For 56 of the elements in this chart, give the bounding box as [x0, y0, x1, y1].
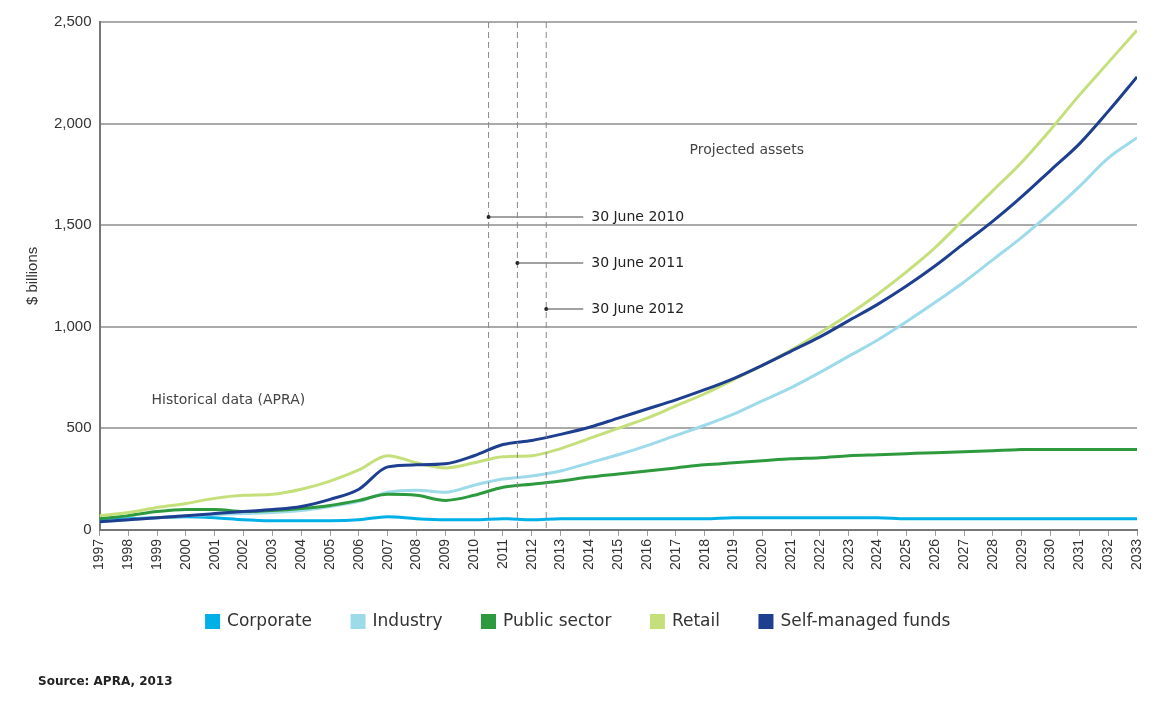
x-tick-label: 2011	[493, 538, 510, 569]
ref-line-label: 30 June 2012	[591, 299, 685, 316]
legend-label: Industry	[372, 609, 443, 630]
x-tick-label: 1997	[90, 538, 107, 571]
annotation: Historical data (APRA)	[151, 390, 306, 407]
y-tick-label: 1,500	[53, 215, 92, 233]
annotation: Projected assets	[689, 140, 804, 157]
x-tick-label: 1998	[119, 538, 136, 571]
y-tick-label: 500	[66, 418, 92, 436]
x-tick-label: 2016	[637, 538, 654, 571]
x-tick-label: 2010	[465, 538, 482, 571]
x-tick-label: 2006	[349, 538, 366, 571]
x-tick-label: 2022	[810, 538, 827, 571]
x-tick-label: 2003	[263, 538, 280, 571]
x-tick-label: 2018	[695, 538, 712, 571]
x-tick-label: 2001	[205, 538, 222, 571]
legend-label: Retail	[671, 609, 720, 630]
y-tick-label: 2,000	[53, 113, 92, 131]
x-tick-label: 2005	[320, 538, 337, 571]
x-tick-label: 2021	[782, 538, 799, 571]
y-axis-title: $ billions	[23, 246, 41, 306]
line-series	[99, 448, 1137, 521]
ref-line-label: 30 June 2011	[591, 253, 685, 270]
legend-label: Self-managed funds	[780, 609, 951, 630]
x-tick-label: 2027	[954, 538, 971, 571]
x-tick-label: 2002	[234, 538, 251, 571]
x-tick-label: 2017	[666, 538, 683, 571]
x-tick-label: 2000	[176, 538, 193, 571]
x-tick-label: 2024	[868, 538, 885, 571]
y-tick-label: 0	[83, 520, 92, 537]
x-tick-label: 2030	[1041, 538, 1058, 571]
legend-label: Corporate	[227, 609, 313, 630]
source-note: Source: APRA, 2013	[38, 674, 173, 688]
x-tick-label: 2007	[378, 538, 395, 571]
x-tick-label: 2020	[753, 538, 770, 571]
x-tick-label: 2008	[407, 538, 424, 571]
x-tick-label: 2028	[983, 538, 1000, 571]
x-tick-label: 2032	[1099, 538, 1116, 571]
y-tick-label: 2,500	[53, 12, 92, 30]
x-tick-label: 2025	[897, 538, 914, 571]
x-tick-label: 2004	[292, 538, 309, 571]
x-tick-label: 2031	[1070, 538, 1087, 571]
x-tick-label: 2023	[839, 538, 856, 571]
x-tick-label: 2033	[1127, 538, 1144, 571]
x-tick-label: 2013	[551, 538, 568, 571]
x-tick-label: 2019	[724, 538, 741, 571]
x-tick-label: 1999	[148, 538, 165, 571]
ref-line-label: 30 June 2010	[591, 207, 685, 224]
y-tick-label: 1,000	[53, 316, 92, 334]
x-tick-label: 2026	[926, 538, 943, 571]
x-tick-label: 2014	[580, 538, 597, 571]
x-tick-label: 2012	[522, 538, 539, 571]
x-tick-label: 2029	[1012, 538, 1029, 571]
x-tick-label: 2009	[436, 538, 453, 571]
legend-label: Public sector	[502, 609, 612, 630]
x-tick-label: 2015	[609, 538, 626, 571]
